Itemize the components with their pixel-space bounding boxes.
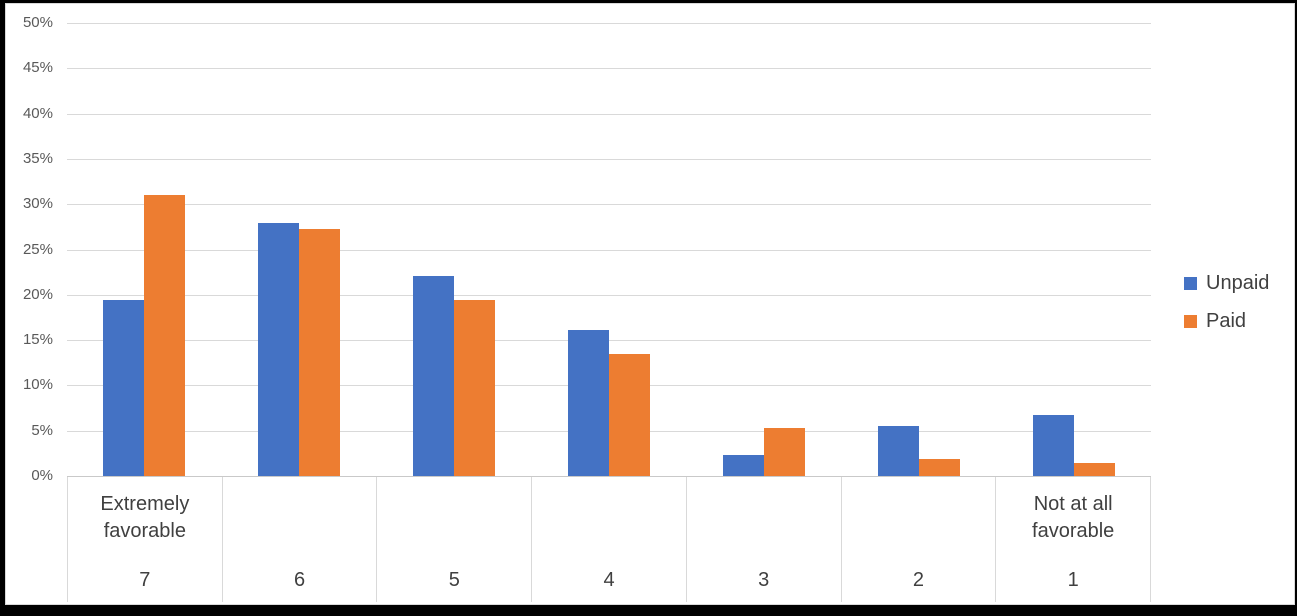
gridline-20% bbox=[67, 294, 1151, 296]
x-axis: Extremely favorable 7 6 5 4 3 2 Not at all favo… bbox=[67, 477, 1152, 602]
bar-unpaid-5 bbox=[413, 275, 455, 476]
legend-label-paid: Paid bbox=[1206, 310, 1247, 332]
gridline-15% bbox=[67, 340, 1151, 342]
y-tick-label: 45% bbox=[22, 59, 53, 77]
category-7: Extremely favorable 7 bbox=[67, 477, 223, 602]
y-tick-label: 50% bbox=[22, 14, 53, 31]
bar-paid-1 bbox=[1073, 463, 1115, 476]
category-label-1: Not at all favorable bbox=[1032, 493, 1115, 542]
legend-swatch-unpaid-icon bbox=[1184, 277, 1197, 290]
legend-label-unpaid: Unpaid bbox=[1206, 272, 1270, 294]
y-tick-label: 0% bbox=[31, 467, 53, 484]
category-6: 6 bbox=[223, 477, 378, 602]
y-tick-label: 10% bbox=[22, 376, 53, 394]
legend-swatch-paid-icon bbox=[1184, 315, 1197, 328]
category-number-1: 1 bbox=[1067, 569, 1079, 591]
bar-group-3 bbox=[686, 23, 841, 476]
category-1: Not at all favorable 1 bbox=[996, 477, 1152, 602]
bar-group-4 bbox=[532, 23, 687, 476]
bar-unpaid-6 bbox=[258, 223, 300, 476]
y-tick-label: 35% bbox=[22, 149, 53, 167]
gridline-30% bbox=[67, 204, 1151, 206]
bar-paid-7 bbox=[144, 195, 186, 476]
category-number-5: 5 bbox=[448, 569, 460, 591]
bar-unpaid-7 bbox=[103, 300, 145, 476]
y-tick-label: 40% bbox=[22, 104, 53, 122]
gridline-35% bbox=[67, 158, 1151, 160]
bar-paid-5 bbox=[454, 300, 496, 476]
bar-unpaid-4 bbox=[567, 330, 609, 476]
y-tick-label: 25% bbox=[22, 240, 53, 258]
bar-paid-2 bbox=[918, 458, 960, 476]
category-3: 3 bbox=[687, 477, 842, 602]
plot-area bbox=[67, 23, 1151, 477]
legend-item-paid: Paid bbox=[1184, 310, 1269, 333]
chart-canvas: 0% 5% 10% 15% 20% 25% 30% 35% 40% 45% 50% Extremel… bbox=[5, 3, 1295, 605]
legend: Unpaid Paid bbox=[1184, 272, 1269, 348]
category-label-7: Extremely favorable bbox=[100, 493, 190, 542]
y-tick-label: 15% bbox=[22, 331, 53, 349]
bar-unpaid-1 bbox=[1032, 415, 1074, 476]
bar-group-6 bbox=[222, 23, 377, 476]
y-tick-label: 20% bbox=[22, 285, 53, 303]
bar-paid-3 bbox=[763, 427, 805, 476]
gridline-25% bbox=[67, 249, 1151, 251]
bar-group-2 bbox=[841, 23, 996, 476]
legend-item-unpaid: Unpaid bbox=[1184, 272, 1269, 295]
category-4: 4 bbox=[532, 477, 687, 602]
y-tick-label: 5% bbox=[31, 421, 53, 439]
bar-group-5 bbox=[377, 23, 532, 476]
category-number-6: 6 bbox=[294, 569, 306, 591]
gridline-45% bbox=[67, 68, 1151, 70]
category-number-7: 7 bbox=[139, 569, 151, 591]
category-number-4: 4 bbox=[603, 569, 615, 591]
bar-paid-6 bbox=[299, 228, 341, 476]
category-2: 2 bbox=[842, 477, 997, 602]
category-number-2: 2 bbox=[912, 569, 925, 591]
bar-unpaid-3 bbox=[722, 455, 764, 476]
bar-paid-4 bbox=[608, 353, 650, 476]
bar-group-7 bbox=[67, 23, 222, 476]
gridline-40% bbox=[67, 113, 1151, 115]
y-tick-label: 30% bbox=[22, 195, 53, 213]
category-5: 5 bbox=[377, 477, 533, 602]
bar-group-1 bbox=[996, 23, 1151, 476]
gridline-50% bbox=[67, 23, 1151, 24]
category-number-3: 3 bbox=[758, 569, 770, 591]
bar-unpaid-2 bbox=[877, 426, 919, 476]
